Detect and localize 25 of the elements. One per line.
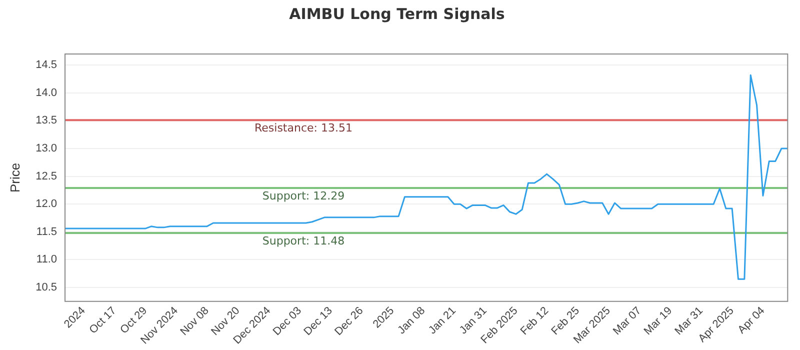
y-tick-label: 14.5: [36, 59, 58, 72]
x-tick-label: Jan 08: [396, 304, 428, 337]
x-tick-label: Nov 08: [178, 304, 212, 338]
ref-line-label: Support: 12.29: [262, 189, 345, 202]
y-tick-label: 12.0: [36, 198, 58, 210]
y-tick-label: 13.0: [36, 142, 58, 155]
x-tick-label: Oct 17: [87, 304, 119, 336]
y-tick-label: 12.5: [36, 170, 58, 182]
ref-line-label: Support: 11.48: [262, 234, 345, 248]
y-tick-label: 14.0: [36, 86, 58, 99]
x-tick-label: Mar 07: [610, 304, 644, 338]
x-tick-label: Jan 21: [426, 304, 458, 337]
x-tick-label: Dec 26: [332, 304, 366, 338]
y-tick-label: 11.0: [36, 254, 58, 266]
x-tick-label: Feb 12: [518, 304, 552, 338]
x-tick-label: Dec 13: [302, 304, 335, 338]
chart-title: AIMBU Long Term Signals: [289, 4, 505, 23]
x-tick-label: Dec 03: [270, 304, 304, 338]
x-tick-label: Mar 19: [642, 304, 675, 338]
x-tick-label: Apr 04: [736, 304, 768, 336]
y-tick-label: 13.5: [36, 114, 58, 127]
y-axis-title: Price: [7, 162, 22, 192]
y-tick-label: 11.5: [36, 226, 58, 238]
ref-line-label: Resistance: 13.51: [254, 122, 352, 135]
y-tick-label: 10.5: [36, 282, 58, 294]
